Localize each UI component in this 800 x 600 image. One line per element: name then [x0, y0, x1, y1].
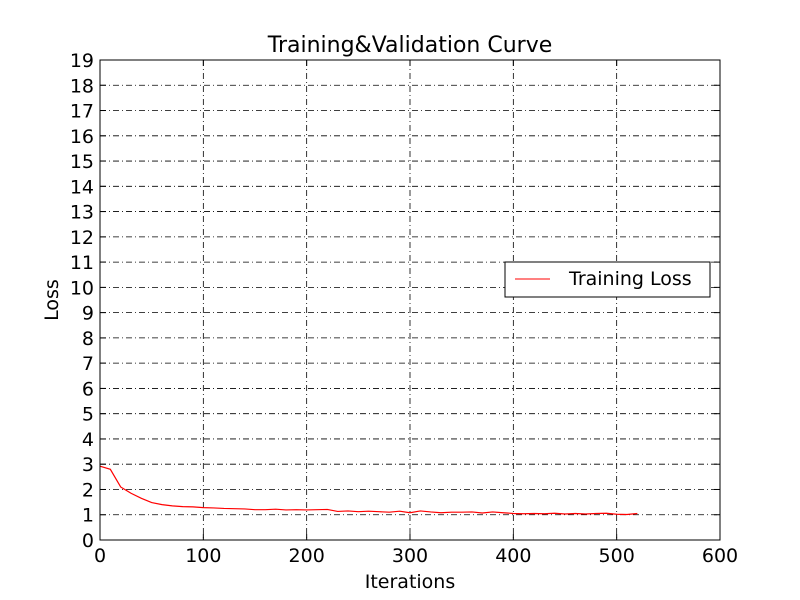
legend-label-training-loss: Training Loss [568, 268, 692, 290]
x-tick-label: 500 [599, 545, 635, 567]
y-tick-label: 18 [70, 75, 94, 97]
y-tick-label: 11 [70, 252, 94, 274]
y-tick-label: 16 [70, 126, 94, 148]
legend: Training Loss [504, 261, 711, 298]
x-tick-label: 200 [289, 545, 325, 567]
y-tick-label: 9 [82, 303, 94, 325]
y-tick-label: 14 [70, 176, 94, 198]
series-lines [99, 465, 638, 516]
y-tick-label: 0 [82, 530, 94, 552]
x-tick-label: 0 [94, 545, 106, 567]
y-tick-label: 8 [82, 328, 94, 350]
x-tick-label: 300 [392, 545, 428, 567]
y-tick-label: 2 [82, 479, 94, 501]
x-tick-label: 100 [185, 545, 221, 567]
y-tick-label: 6 [82, 378, 94, 400]
y-tick-label: 15 [70, 151, 94, 173]
x-axis-label: Iterations [365, 571, 456, 593]
y-tick-label: 13 [70, 202, 94, 224]
chart-title: Training&Validation Curve [267, 33, 553, 58]
y-tick-label: 10 [70, 277, 94, 299]
y-tick-label: 17 [70, 101, 94, 123]
x-tick-label: 400 [495, 545, 531, 567]
y-tick-label: 1 [82, 505, 94, 527]
y-tick-label: 12 [70, 227, 94, 249]
y-tick-label: 3 [82, 454, 94, 476]
y-axis-label: Loss [41, 279, 63, 321]
y-tick-label: 4 [82, 429, 94, 451]
x-tick-label: 600 [702, 545, 738, 567]
series-line-0 [99, 465, 638, 516]
y-tick-label: 19 [70, 50, 94, 72]
axis-ticks: 0 100 200 300 400 500 600012345678910111213141… [70, 50, 738, 567]
y-tick-label: 7 [82, 353, 94, 375]
y-tick-label: 5 [82, 404, 94, 426]
